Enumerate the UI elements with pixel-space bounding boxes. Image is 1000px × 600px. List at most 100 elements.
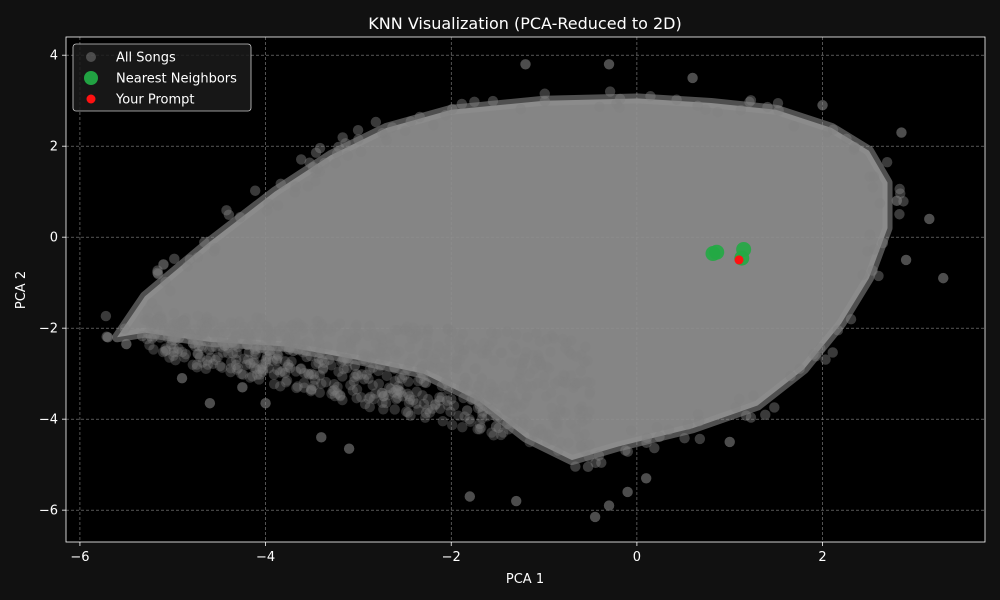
all-songs-point	[868, 171, 880, 182]
all-songs-point	[441, 395, 453, 406]
all-songs-outlier	[938, 272, 949, 284]
all-songs-point	[462, 376, 473, 388]
all-songs-point	[320, 376, 332, 388]
all-songs-point	[301, 351, 312, 363]
all-songs-point	[694, 416, 705, 427]
all-songs-point	[827, 347, 838, 358]
all-songs-point	[827, 124, 839, 135]
all-songs-point	[286, 320, 297, 331]
legend-all-songs-marker	[86, 52, 96, 62]
all-songs-point	[388, 387, 399, 398]
all-songs-point	[473, 391, 484, 402]
all-songs-point	[420, 407, 432, 419]
all-songs-point	[317, 355, 328, 366]
all-songs-point	[458, 344, 469, 356]
all-songs-point	[263, 324, 274, 336]
all-songs-point	[242, 339, 253, 350]
all-songs-point	[208, 327, 220, 338]
all-songs-point	[394, 346, 405, 357]
all-songs-point	[390, 324, 401, 336]
all-songs-point	[260, 320, 271, 332]
y-axis-label: PCA 2	[14, 271, 29, 309]
all-songs-point	[539, 96, 551, 107]
all-songs-point	[454, 334, 465, 346]
all-songs-point	[570, 461, 581, 472]
all-songs-point	[210, 354, 221, 366]
all-songs-point	[342, 150, 353, 161]
all-songs-point	[428, 363, 439, 374]
all-songs-point	[312, 163, 323, 174]
all-songs-point	[734, 393, 745, 405]
all-songs-point	[821, 127, 833, 138]
all-songs-point	[530, 356, 542, 367]
all-songs-point	[242, 338, 253, 350]
all-songs-point	[230, 359, 242, 371]
all-songs-point	[447, 103, 458, 115]
all-songs-point	[192, 333, 203, 345]
all-songs-point	[337, 335, 348, 346]
all-songs-point	[537, 429, 549, 440]
all-songs-point	[404, 326, 416, 338]
all-songs-point	[788, 121, 800, 132]
all-songs-point	[279, 367, 291, 379]
all-songs-point	[402, 388, 413, 400]
all-songs-point	[712, 106, 723, 118]
all-songs-point	[641, 432, 653, 444]
all-songs-point	[548, 333, 559, 344]
all-songs-point	[460, 372, 471, 384]
all-songs-point	[375, 360, 386, 371]
all-songs-point	[476, 372, 487, 384]
all-songs-point	[524, 368, 536, 379]
all-songs-point	[418, 398, 430, 410]
all-songs-point	[384, 382, 395, 393]
all-songs-point	[422, 325, 434, 337]
legend: All Songs Nearest Neighbors Your Prompt	[72, 43, 252, 112]
all-songs-point	[345, 339, 356, 350]
all-songs-point	[463, 385, 474, 397]
all-songs-point	[424, 407, 436, 418]
all-songs-point	[314, 387, 325, 398]
all-songs-point	[148, 319, 159, 331]
all-songs-point	[510, 329, 522, 341]
all-songs-point	[245, 334, 256, 346]
all-songs-point	[474, 401, 486, 413]
all-songs-point	[395, 386, 407, 398]
all-songs-point	[179, 316, 191, 327]
all-songs-point	[298, 377, 310, 389]
all-songs-point	[236, 368, 247, 380]
all-songs-point	[552, 424, 563, 435]
all-songs-point	[452, 351, 463, 362]
all-songs-point	[370, 388, 381, 399]
all-songs-point	[180, 313, 192, 324]
all-songs-point	[283, 359, 294, 370]
all-songs-point	[310, 147, 322, 158]
all-songs-point	[196, 318, 207, 330]
all-songs-point	[313, 357, 324, 368]
all-songs-point	[206, 341, 218, 353]
all-songs-point	[152, 314, 163, 325]
all-songs-point	[230, 354, 242, 365]
all-songs-point	[507, 403, 518, 414]
all-songs-point	[470, 343, 482, 355]
all-songs-point	[452, 363, 463, 374]
all-songs-point	[175, 318, 187, 329]
all-songs-point	[412, 375, 424, 387]
all-songs-point	[273, 325, 285, 337]
all-songs-point	[333, 141, 344, 153]
all-songs-point	[249, 185, 261, 196]
all-songs-point	[217, 362, 228, 373]
all-songs-point	[230, 330, 241, 341]
all-songs-point	[392, 384, 404, 396]
all-songs-point	[331, 148, 343, 159]
all-songs-point	[563, 437, 574, 449]
all-songs-point	[694, 433, 706, 445]
all-songs-point	[582, 355, 593, 366]
all-songs-point	[396, 373, 408, 384]
all-songs-point	[413, 404, 424, 415]
all-songs-point	[272, 349, 283, 360]
all-songs-point	[577, 405, 588, 417]
all-songs-point	[515, 103, 526, 115]
all-songs-point	[527, 350, 539, 361]
all-songs-point	[429, 399, 441, 411]
